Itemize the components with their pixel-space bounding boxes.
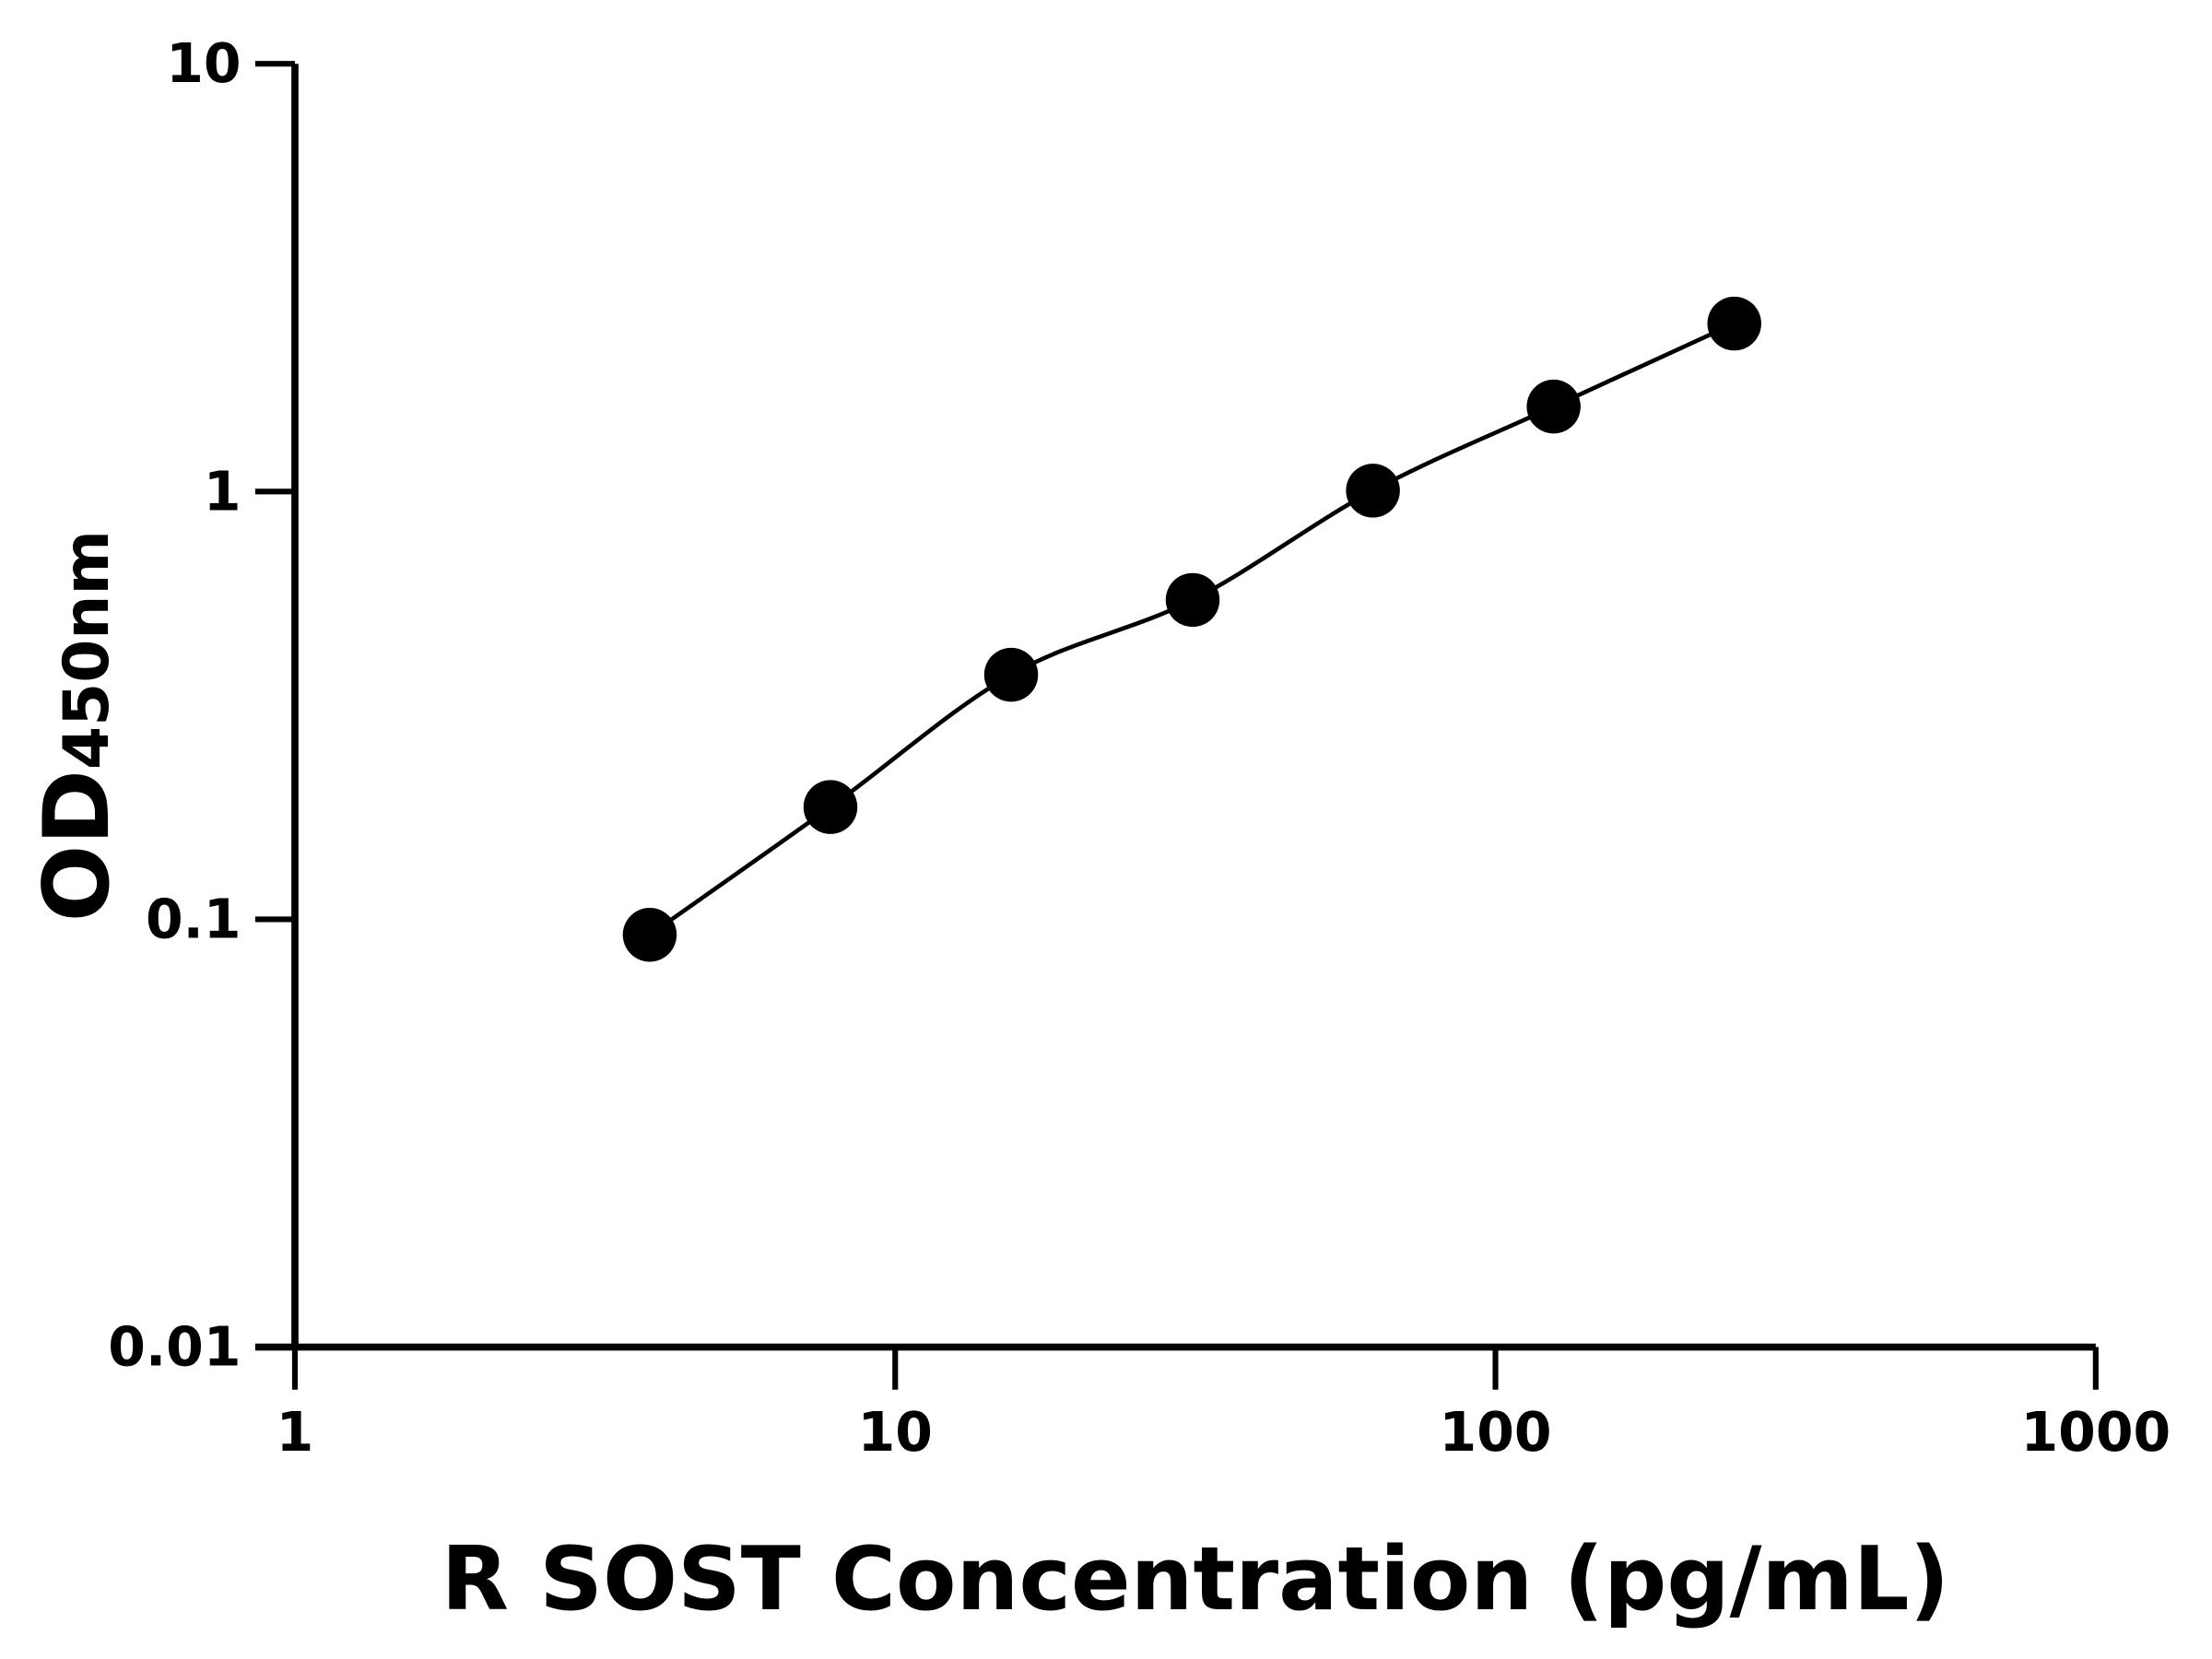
x-axis-label: R SOST Concentration (pg/mL): [441, 1528, 1950, 1630]
data-point: [983, 647, 1039, 702]
axes: [254, 64, 2096, 1351]
data-point: [1526, 379, 1581, 434]
y-tick-label: 0.01: [108, 1316, 241, 1379]
y-tick-label: 0.1: [146, 888, 241, 950]
x-tick-label: 1: [276, 1401, 314, 1464]
y-axis-label-main: OD: [25, 770, 130, 922]
y-tick-label: 10: [166, 32, 241, 95]
y-tick-label: 1: [204, 460, 241, 523]
data-point: [1165, 572, 1220, 628]
data-point: [1707, 296, 1761, 351]
data-point: [622, 908, 677, 962]
data-point: [1346, 464, 1400, 518]
y-axis-label-sub: 450nm: [50, 530, 123, 770]
x-tick-label: 1000: [2021, 1401, 2171, 1464]
x-tick-label: 10: [858, 1401, 933, 1464]
data-point: [803, 780, 858, 834]
x-tick-label: 100: [1440, 1401, 1552, 1464]
ticks: 1 10 100 1000 0.01 0.1 1 10: [108, 32, 2171, 1464]
y-axis-label: OD450nm: [25, 530, 130, 922]
data-points: [622, 296, 1761, 962]
